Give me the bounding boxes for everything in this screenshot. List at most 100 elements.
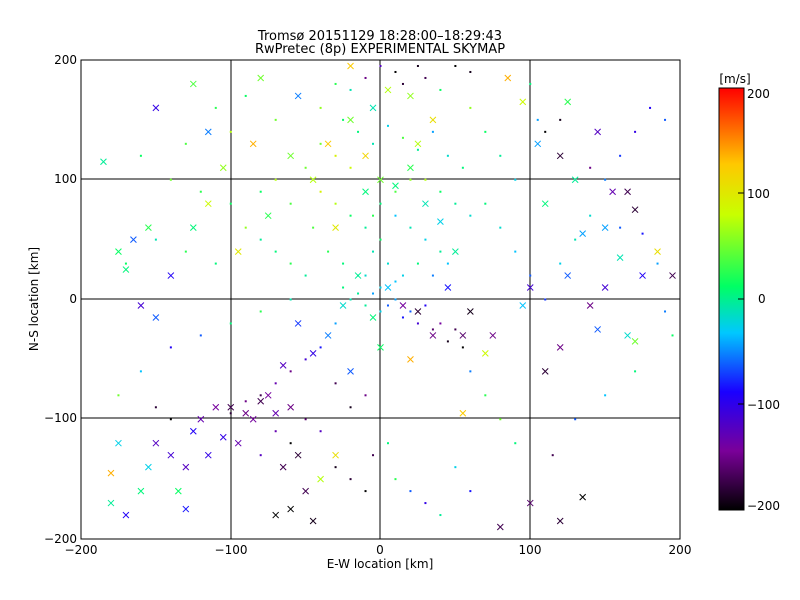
data-point-x xyxy=(152,104,160,112)
data-point-dot xyxy=(259,310,262,313)
data-point-dot xyxy=(514,250,517,253)
data-point-x xyxy=(579,230,587,237)
data-point-x xyxy=(444,284,452,291)
data-point-dot xyxy=(386,124,389,127)
data-point-dot xyxy=(289,370,292,373)
y-tick-label: −100 xyxy=(44,411,77,425)
data-point-x xyxy=(309,176,317,184)
data-point-x xyxy=(639,272,646,279)
data-point-x xyxy=(399,302,407,309)
data-point-dot xyxy=(184,250,187,253)
data-point-dot xyxy=(536,118,539,121)
data-point-x xyxy=(182,505,190,513)
data-point-dot xyxy=(229,202,232,205)
data-point-x xyxy=(234,248,242,255)
data-point-x xyxy=(556,152,564,160)
data-point-x xyxy=(601,284,609,291)
data-point-x xyxy=(212,403,220,411)
data-point-x xyxy=(504,74,512,82)
data-point-dot xyxy=(259,454,262,457)
data-point-dot xyxy=(424,502,427,505)
data-point-x xyxy=(249,140,257,148)
data-point-dot xyxy=(574,238,577,241)
data-point-x xyxy=(189,224,197,232)
data-point-dot xyxy=(334,322,337,325)
data-point-dot xyxy=(424,238,427,241)
data-point-x xyxy=(279,362,287,369)
y-tick-label: 100 xyxy=(54,172,77,186)
data-point-x xyxy=(564,98,572,106)
data-point-dot xyxy=(289,262,292,265)
data-point-dot xyxy=(409,310,412,313)
data-point-dot xyxy=(349,88,352,91)
data-point-dot xyxy=(154,406,157,409)
data-point-x xyxy=(287,505,295,513)
data-point-x xyxy=(347,116,354,124)
data-point-x xyxy=(609,188,616,196)
data-point-dot xyxy=(304,418,307,421)
data-point-x xyxy=(414,308,422,315)
data-point-dot xyxy=(446,262,449,265)
data-point-dot xyxy=(529,274,532,277)
data-point-dot xyxy=(244,226,247,229)
data-point-dot xyxy=(379,310,382,313)
data-point-x xyxy=(594,128,601,136)
data-point-x xyxy=(459,332,467,339)
data-point-dot xyxy=(469,370,472,373)
data-point-x xyxy=(279,463,287,471)
data-point-dot xyxy=(349,214,352,217)
data-point-dot xyxy=(334,382,337,385)
data-point-x xyxy=(227,403,235,411)
data-point-x xyxy=(579,493,587,501)
data-point-x xyxy=(654,248,661,255)
data-point-dot xyxy=(289,202,292,205)
data-point-x xyxy=(309,350,317,357)
data-point-dot xyxy=(401,316,404,319)
data-point-x xyxy=(564,272,572,279)
data-point-dot xyxy=(439,322,442,325)
data-point-x xyxy=(407,356,414,363)
data-point-dot xyxy=(634,130,637,133)
data-point-dot xyxy=(319,346,322,349)
data-point-dot xyxy=(169,418,172,421)
data-point-x xyxy=(594,326,601,333)
data-point-x xyxy=(197,415,205,423)
data-point-x xyxy=(115,248,122,255)
data-point-dot xyxy=(454,202,457,205)
data-point-dot xyxy=(619,154,622,157)
data-point-dot xyxy=(416,64,419,67)
data-point-dot xyxy=(514,178,517,181)
data-point-x xyxy=(249,415,257,423)
data-point-dot xyxy=(229,130,232,133)
data-point-dot xyxy=(409,178,412,181)
data-point-dot xyxy=(349,166,352,169)
data-point-dot xyxy=(446,340,449,343)
data-point-dot xyxy=(394,298,397,301)
data-point-x xyxy=(362,188,369,196)
data-point-dot xyxy=(469,70,472,73)
data-point-x xyxy=(115,439,122,447)
data-point-x xyxy=(519,302,527,309)
data-point-dot xyxy=(342,262,345,265)
data-point-dot xyxy=(312,226,315,229)
data-point-dot xyxy=(401,274,404,277)
data-point-dot xyxy=(664,118,667,121)
data-point-dot xyxy=(439,88,442,91)
data-point-x xyxy=(174,487,182,495)
data-point-dot xyxy=(259,394,262,397)
data-point-x xyxy=(429,332,437,339)
data-point-dot xyxy=(342,286,345,289)
data-point-dot xyxy=(454,64,457,67)
data-point-x xyxy=(526,284,534,291)
data-point-dot xyxy=(379,238,382,241)
chart-subtitle: RwPretec (8p) EXPERIMENTAL SKYMAP xyxy=(255,42,505,57)
data-point-x xyxy=(264,391,272,399)
data-point-x xyxy=(339,302,347,309)
data-point-x xyxy=(466,308,474,315)
data-point-dot xyxy=(199,190,202,193)
data-point-dot xyxy=(386,304,389,307)
y-axis-label: N-S location [km] xyxy=(27,247,41,351)
data-point-dot xyxy=(431,274,434,277)
data-point-dot xyxy=(274,430,277,433)
